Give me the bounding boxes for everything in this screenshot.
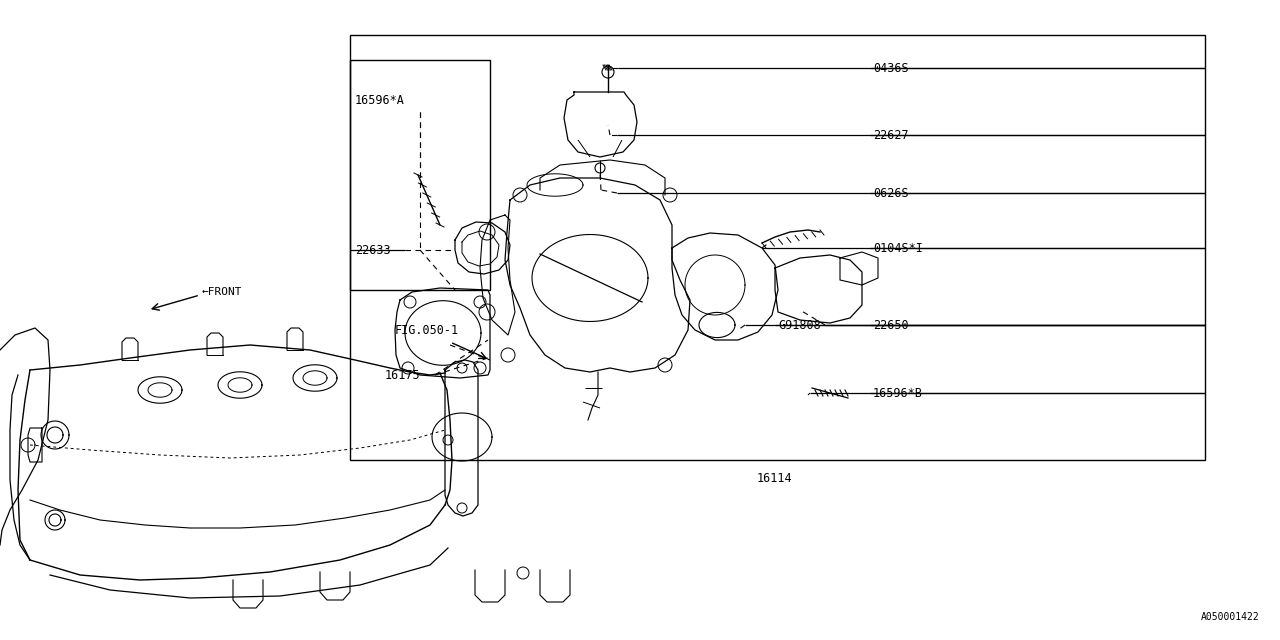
Text: 0626S: 0626S [873, 186, 909, 200]
Text: 22627: 22627 [873, 129, 909, 141]
Text: 22650: 22650 [873, 319, 909, 332]
Text: 22633: 22633 [355, 243, 390, 257]
Bar [349, 60, 490, 290]
Text: 16114: 16114 [756, 472, 792, 484]
Bar [349, 35, 1204, 460]
Text: ←FRONT: ←FRONT [202, 287, 242, 297]
Text: A050001422: A050001422 [1201, 612, 1260, 622]
Text: 16596*B: 16596*B [873, 387, 923, 399]
Text: G91808: G91808 [778, 319, 820, 332]
Text: 16596*A: 16596*A [355, 93, 404, 106]
Text: 0104S*I: 0104S*I [873, 241, 923, 255]
Text: FIG.050-1: FIG.050-1 [396, 323, 460, 337]
Text: 16175: 16175 [385, 369, 421, 381]
Text: 0436S: 0436S [873, 61, 909, 74]
